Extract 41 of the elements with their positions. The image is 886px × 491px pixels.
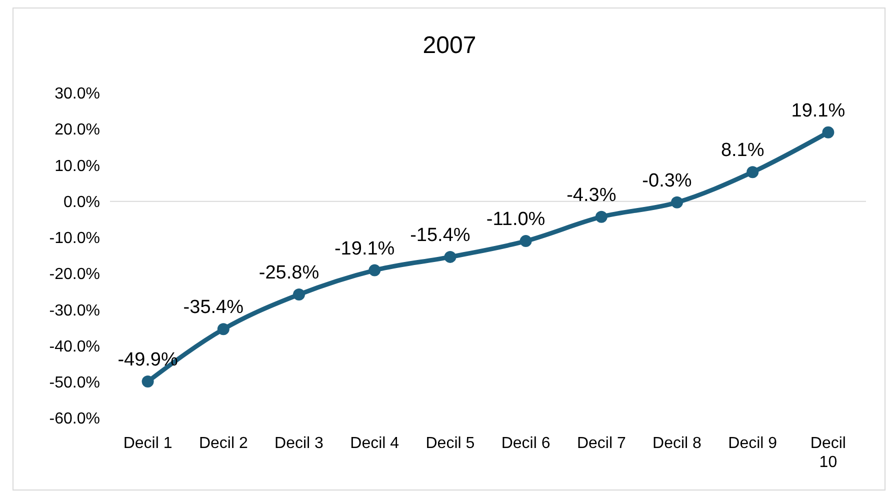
point bbox=[671, 196, 683, 208]
y-tick-label: -20.0% bbox=[49, 266, 100, 284]
point bbox=[368, 264, 381, 276]
data-label: -19.1% bbox=[334, 238, 395, 260]
x-tick-label: Decil 10 bbox=[810, 435, 846, 472]
x-tick-label: Decil 3 bbox=[274, 435, 324, 452]
point bbox=[520, 235, 532, 248]
y-tick-label: -60.0% bbox=[49, 410, 100, 428]
data-label: -49.9% bbox=[118, 350, 178, 371]
data-label: -4.3% bbox=[566, 184, 616, 206]
y-tick-label: -50.0% bbox=[49, 374, 100, 392]
y-tick-label: -40.0% bbox=[49, 338, 100, 356]
data-label: -11.0% bbox=[486, 209, 546, 230]
x-tick-label: Decil 5 bbox=[426, 435, 475, 452]
y-tick-label: -10.0% bbox=[49, 230, 100, 248]
x-tick-label: Decil 7 bbox=[576, 435, 626, 452]
y-tick-label: 0.0% bbox=[64, 194, 100, 211]
point bbox=[293, 288, 305, 300]
x-tick-label: Decil 1 bbox=[123, 435, 172, 452]
y-tick-label: -30.0% bbox=[49, 302, 100, 320]
point bbox=[217, 323, 230, 336]
x-tick-label: Decil 2 bbox=[198, 435, 248, 452]
y-tick-label: 20.0% bbox=[54, 122, 100, 139]
y-tick-label: 30.0% bbox=[54, 86, 100, 103]
x-tick-label: Decil 9 bbox=[728, 435, 778, 452]
x-tick-label: Decil 8 bbox=[652, 435, 702, 452]
x-tick-label: Decil 4 bbox=[350, 435, 400, 452]
data-label: -0.3% bbox=[642, 170, 692, 192]
x-tick-label: Decil 6 bbox=[501, 435, 550, 452]
data-label: -35.4% bbox=[183, 297, 244, 318]
point bbox=[746, 166, 759, 178]
chart-title: 2007 bbox=[422, 32, 476, 59]
data-label: -15.4% bbox=[410, 224, 470, 246]
point bbox=[595, 210, 608, 223]
data-label: -25.8% bbox=[258, 262, 320, 284]
data-label: 8.1% bbox=[720, 140, 764, 162]
data-label: 19.1% bbox=[791, 100, 846, 122]
point bbox=[822, 126, 834, 138]
point bbox=[444, 250, 456, 263]
y-tick-label: 10.0% bbox=[54, 158, 100, 175]
point bbox=[142, 376, 154, 388]
